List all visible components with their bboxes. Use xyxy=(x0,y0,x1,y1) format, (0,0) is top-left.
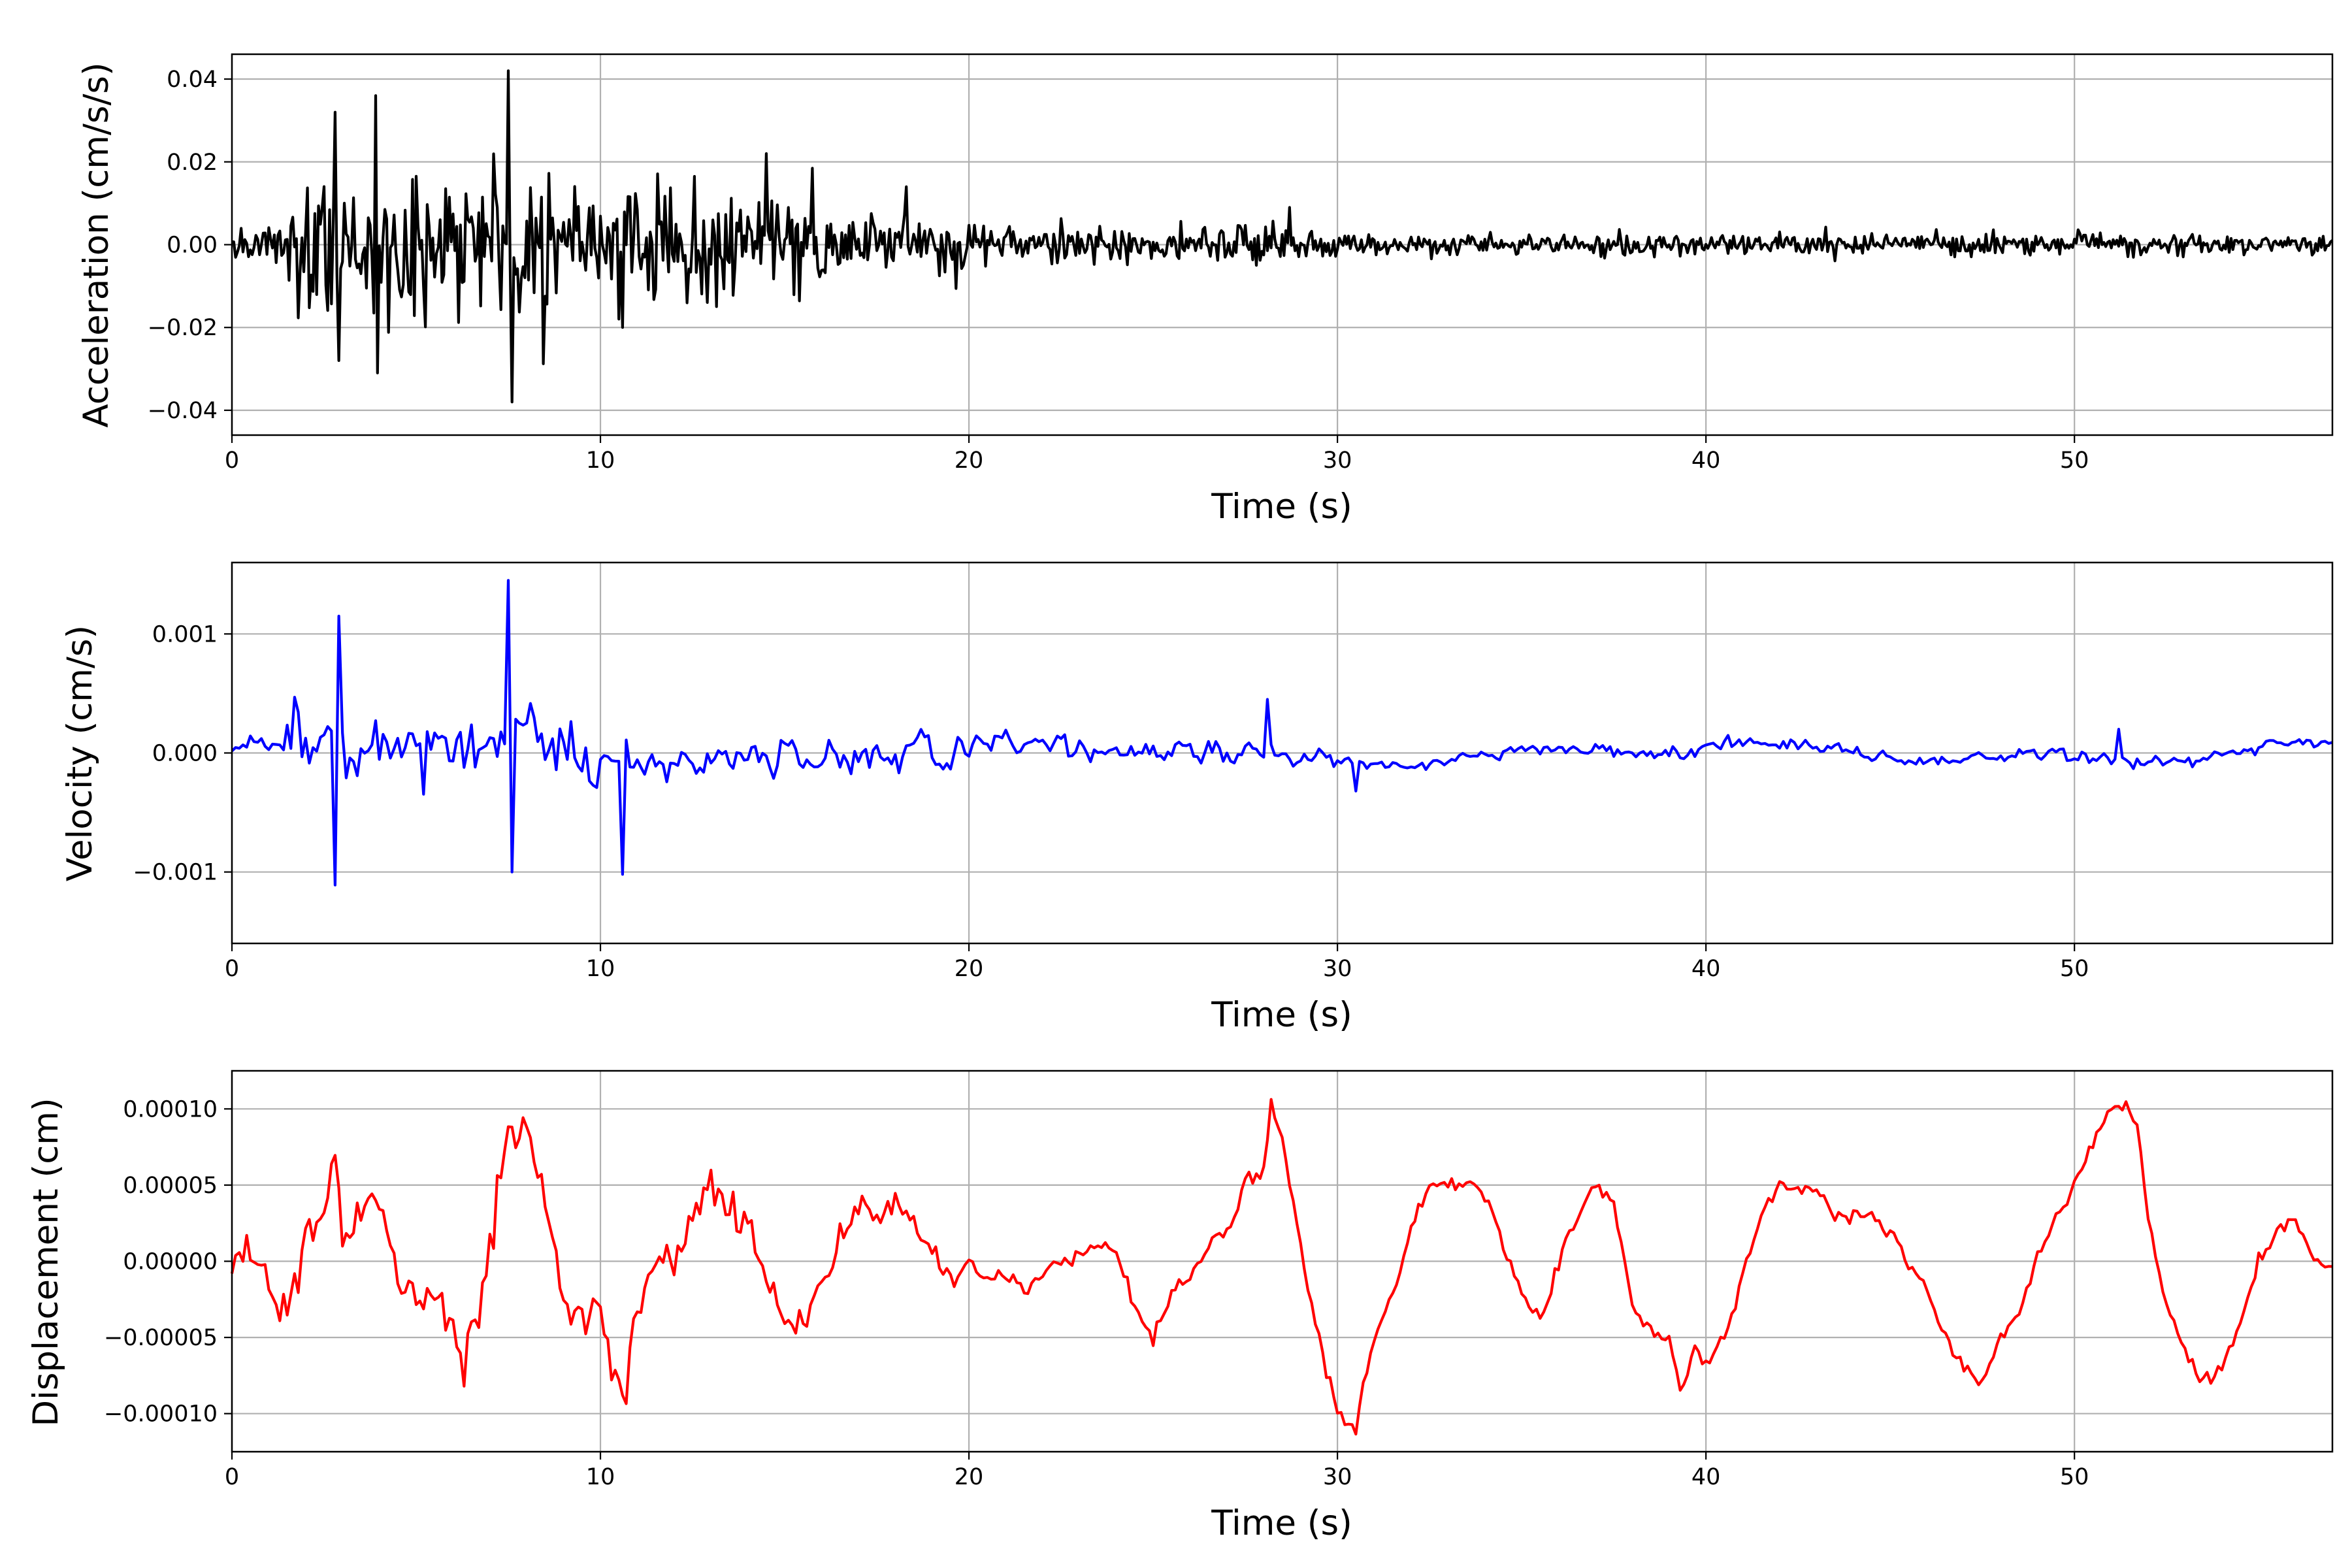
velocity-trace-group xyxy=(231,579,2333,887)
acceleration-xlabel: Time (s) xyxy=(1211,487,1352,527)
acceleration-xtick-label: 20 xyxy=(955,448,984,474)
acceleration-trace-group xyxy=(231,69,2334,404)
acceleration-ytick-label: 0.04 xyxy=(167,67,218,93)
acceleration-ytick-label: −0.02 xyxy=(148,315,218,341)
velocity-panel: 0 10 20 30 40 50 −0.001 0.000 0.001 Time (s) Vel… xyxy=(60,561,2334,1035)
velocity-ytick-label: −0.001 xyxy=(133,860,218,886)
acceleration-ytick-label: 0.00 xyxy=(167,233,218,259)
acceleration-trace-line xyxy=(231,69,2334,404)
velocity-xlabel: Time (s) xyxy=(1211,995,1352,1035)
displacement-xtick-label: 50 xyxy=(2060,1464,2089,1490)
displacement-xtick-label: 30 xyxy=(1323,1464,1352,1490)
displacement-ytick-label: 0.00010 xyxy=(123,1096,218,1122)
displacement-ytick-label: −0.00005 xyxy=(104,1325,218,1351)
displacement-xtick-label: 0 xyxy=(225,1464,239,1490)
velocity-xtick-label: 30 xyxy=(1323,956,1352,982)
acceleration-ylabel: Acceleration (cm/s/s) xyxy=(76,62,116,427)
acceleration-xtick-label: 30 xyxy=(1323,448,1352,474)
velocity-xtick-label: 10 xyxy=(586,956,615,982)
acceleration-xtick-label: 50 xyxy=(2060,448,2089,474)
velocity-xtick-label: 20 xyxy=(955,956,984,982)
velocity-ylabel: Velocity (cm/s) xyxy=(60,625,100,881)
displacement-ticks: 0 10 20 30 40 50 −0.00010 −0.00005 0.00000 0.0000… xyxy=(104,1096,2089,1490)
velocity-xtick-label: 40 xyxy=(1691,956,1721,982)
velocity-xtick-label: 0 xyxy=(225,956,239,982)
displacement-ytick-label: 0.00005 xyxy=(123,1173,218,1199)
acceleration-ticks: 0 10 20 30 40 50 −0.04 −0.02 0.00 0.02 0.04 xyxy=(148,67,2089,474)
velocity-ytick-label: 0.000 xyxy=(152,741,218,767)
acceleration-xtick-label: 10 xyxy=(586,448,615,474)
displacement-ylabel: Displacement (cm) xyxy=(26,1098,66,1426)
velocity-ytick-label: 0.001 xyxy=(152,621,218,647)
velocity-ticks: 0 10 20 30 40 50 −0.001 0.000 0.001 xyxy=(133,621,2089,982)
acceleration-ytick-label: 0.02 xyxy=(167,150,218,176)
displacement-xtick-label: 40 xyxy=(1691,1464,1721,1490)
displacement-ytick-label: 0.00000 xyxy=(123,1249,218,1275)
displacement-ytick-label: −0.00010 xyxy=(104,1401,218,1428)
velocity-xtick-label: 50 xyxy=(2060,956,2089,982)
acceleration-panel: 0 10 20 30 40 50 −0.04 −0.02 0.00 0.02 0.04 Time (… xyxy=(76,53,2334,527)
displacement-trace-line xyxy=(230,1098,2333,1436)
displacement-grid xyxy=(231,1071,2332,1452)
acceleration-ytick-label: −0.04 xyxy=(148,398,218,424)
displacement-xtick-label: 20 xyxy=(955,1464,984,1490)
velocity-trace-line xyxy=(231,579,2333,887)
displacement-xtick-label: 10 xyxy=(586,1464,615,1490)
displacement-panel: 0 10 20 30 40 50 −0.00010 −0.00005 0.00000 0.0000… xyxy=(26,1070,2334,1543)
acceleration-xtick-label: 40 xyxy=(1691,448,1721,474)
displacement-xlabel: Time (s) xyxy=(1211,1503,1352,1543)
acceleration-xtick-label: 0 xyxy=(225,448,239,474)
displacement-trace-group xyxy=(230,1098,2333,1436)
